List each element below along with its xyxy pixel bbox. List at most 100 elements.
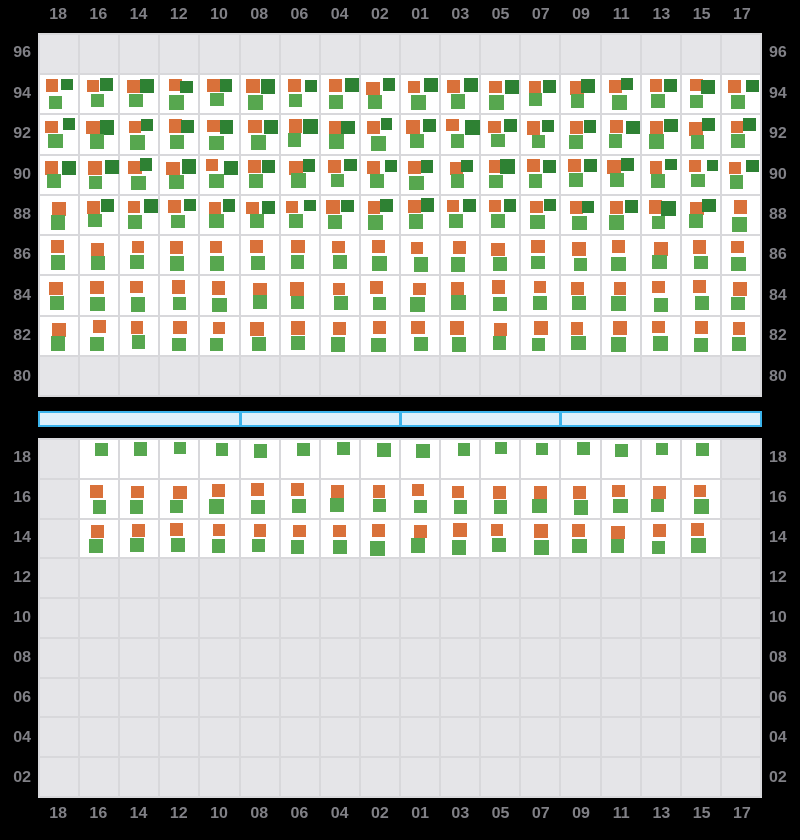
scrollbar[interactable] — [38, 411, 762, 427]
light-green-square-marker — [451, 540, 467, 556]
cell-upper-86-18 — [40, 236, 79, 275]
cell-upper-90-16 — [80, 155, 119, 194]
orange-square-marker — [694, 320, 709, 335]
cell-lower-08-04 — [320, 638, 359, 677]
cell-upper-80-10 — [200, 356, 239, 395]
cell-lower-16-05 — [481, 479, 520, 518]
x-axis-label: 09 — [572, 6, 590, 23]
light-green-square-marker — [131, 335, 146, 349]
orange-square-marker — [490, 523, 503, 536]
cell-lower-02-11 — [601, 758, 640, 796]
orange-square-marker — [452, 523, 467, 538]
light-green-square-marker — [173, 296, 187, 310]
x-axis-label: 13 — [652, 805, 671, 822]
scrollbar-segment-1[interactable] — [40, 413, 240, 425]
light-green-square-marker — [416, 444, 431, 459]
cell-lower-06-15 — [681, 678, 720, 717]
cell-lower-18-18 — [40, 440, 79, 478]
cell-lower-16-18 — [40, 479, 79, 518]
light-green-square-marker — [91, 255, 106, 270]
light-green-square-marker — [249, 214, 264, 229]
cell-lower-18-06 — [280, 440, 319, 478]
orange-square-marker — [489, 80, 502, 94]
light-green-square-marker — [91, 93, 105, 108]
panel-lower — [38, 438, 762, 798]
x-axis-label: 10 — [210, 805, 228, 822]
cell-upper-80-15 — [681, 356, 720, 395]
cell-lower-10-18 — [40, 599, 79, 637]
x-axis-label: 10 — [210, 6, 228, 23]
cell-upper-82-06 — [280, 316, 319, 355]
cell-upper-82-12 — [160, 316, 199, 355]
cell-upper-82-09 — [561, 316, 600, 355]
orange-square-marker — [612, 484, 625, 498]
light-green-square-marker — [530, 255, 545, 270]
orange-square-marker — [206, 79, 220, 92]
orange-square-marker — [333, 524, 346, 538]
cell-upper-88-02 — [360, 195, 399, 235]
cell-lower-06-02 — [360, 678, 399, 717]
x-axis-label: 11 — [612, 6, 630, 23]
cell-upper-86-13 — [641, 236, 680, 275]
dark-green-square-marker — [503, 119, 517, 133]
cell-upper-82-01 — [400, 316, 440, 355]
dark-green-square-marker — [261, 201, 275, 215]
cell-lower-10-10 — [200, 599, 239, 637]
cell-upper-88-11 — [601, 195, 640, 235]
orange-square-marker — [45, 161, 59, 175]
scrollbar-segment-3[interactable] — [400, 413, 560, 425]
cell-upper-90-15 — [681, 155, 720, 194]
cell-upper-86-07 — [521, 236, 560, 275]
cell-upper-92-04 — [320, 115, 359, 154]
light-green-square-marker — [410, 538, 426, 553]
orange-square-marker — [371, 523, 386, 538]
orange-square-marker — [293, 524, 306, 538]
cell-lower-08-05 — [481, 638, 520, 677]
cell-upper-94-14 — [120, 75, 159, 114]
dark-green-square-marker — [583, 120, 596, 133]
orange-square-marker — [86, 79, 99, 92]
dark-green-square-marker — [503, 199, 517, 212]
orange-square-marker — [253, 282, 267, 296]
orange-square-marker — [127, 79, 140, 93]
light-green-square-marker — [572, 538, 587, 554]
light-green-square-marker — [648, 134, 664, 150]
x-axis-label: 05 — [491, 6, 510, 23]
x-axis-label: 13 — [652, 6, 671, 23]
cell-lower-12-17 — [721, 559, 760, 598]
dark-green-square-marker — [341, 120, 355, 135]
light-green-square-marker — [212, 297, 228, 313]
orange-square-marker — [410, 241, 424, 255]
cell-lower-08-16 — [80, 638, 119, 677]
cell-upper-82-18 — [40, 316, 79, 355]
orange-square-marker — [570, 201, 583, 214]
y-axis-label: 94 — [769, 84, 787, 102]
orange-square-marker — [649, 120, 664, 135]
cell-upper-84-08 — [240, 276, 279, 315]
light-green-square-marker — [50, 255, 66, 270]
dark-green-square-marker — [61, 78, 73, 91]
dark-green-square-marker — [421, 160, 434, 173]
cell-upper-84-12 — [160, 276, 199, 315]
scrollbar-segment-2[interactable] — [240, 413, 400, 425]
orange-square-marker — [85, 120, 100, 135]
light-green-square-marker — [50, 215, 66, 230]
orange-square-marker — [166, 161, 180, 176]
orange-square-marker — [613, 321, 627, 335]
orange-square-marker — [571, 242, 586, 256]
scrollbar-segment-4[interactable] — [560, 413, 760, 425]
cell-lower-18-01 — [400, 440, 440, 478]
y-axis-label: 82 — [13, 327, 31, 345]
orange-square-marker — [452, 485, 465, 498]
light-green-square-marker — [531, 135, 546, 149]
orange-square-marker — [447, 80, 460, 93]
cell-lower-10-12 — [160, 599, 199, 637]
cell-lower-12-11 — [601, 559, 640, 598]
cell-lower-02-15 — [681, 758, 720, 796]
cell-lower-04-07 — [521, 718, 560, 757]
x-axis-label: 12 — [169, 6, 188, 23]
dark-green-square-marker — [665, 158, 677, 171]
x-axis-label: 14 — [129, 805, 148, 822]
x-axis-label: 07 — [531, 805, 550, 822]
dark-green-square-marker — [423, 78, 438, 93]
